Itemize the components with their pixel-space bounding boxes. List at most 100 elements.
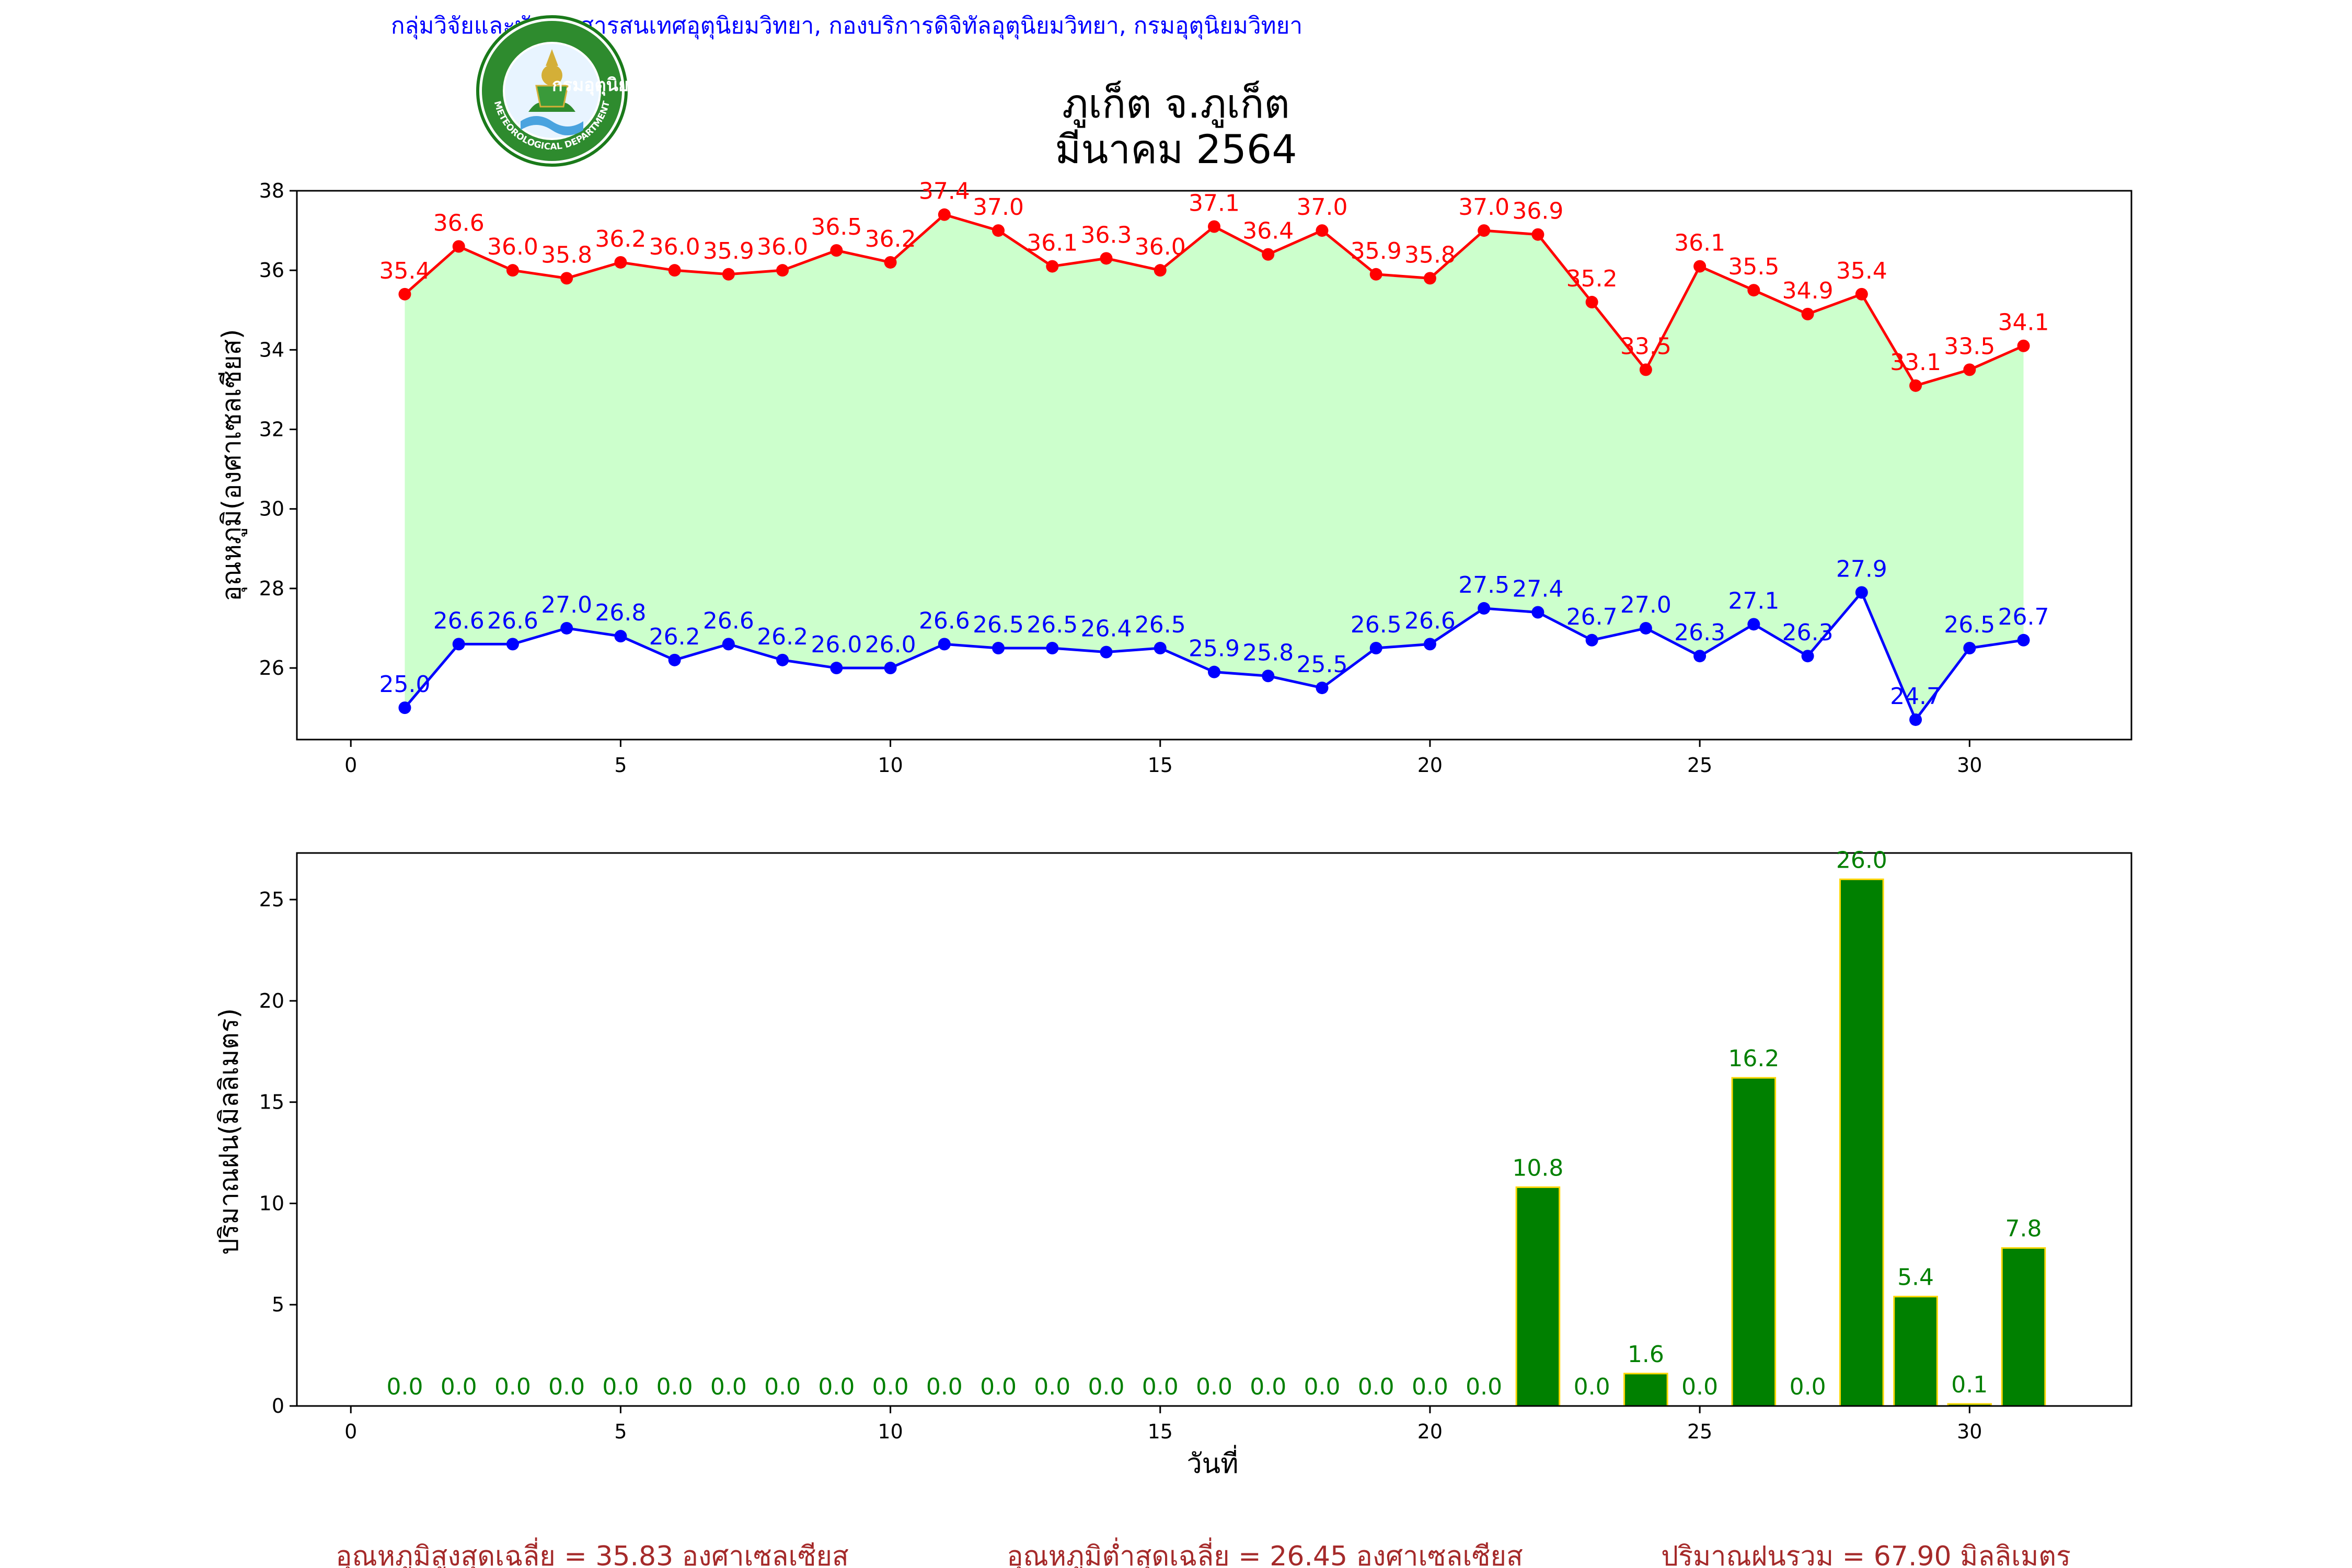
met-department-logo: กรมอุตุนิยมวิทยา METEOROLOGICAL DEPARTME… <box>476 15 683 167</box>
temp-x-tick-label: 15 <box>1148 754 1173 777</box>
rain-value-label: 0.0 <box>1196 1374 1232 1400</box>
tmax-point <box>1801 307 1814 320</box>
tmax-value-label: 36.0 <box>757 234 808 260</box>
tmin-point <box>2017 633 2030 647</box>
tmax-value-label: 36.5 <box>811 214 862 240</box>
temp-y-tick-label: 36 <box>259 259 284 282</box>
rain-value-label: 26.0 <box>1836 847 1887 873</box>
tmax-point <box>1100 252 1113 265</box>
rain-value-label: 0.0 <box>386 1374 423 1400</box>
tmin-value-label: 26.7 <box>1998 604 2049 630</box>
rain-value-label: 16.2 <box>1728 1045 1779 1072</box>
rain-bar <box>1623 1373 1668 1407</box>
tmin-point <box>614 630 627 643</box>
tmin-value-label: 27.5 <box>1458 572 1509 598</box>
rain-y-tick-label: 25 <box>259 888 284 911</box>
temp-x-tick-label: 25 <box>1687 754 1712 777</box>
tmax-value-label: 35.5 <box>1728 253 1779 280</box>
tmax-point <box>1909 379 1922 392</box>
tmax-value-label: 36.1 <box>1674 230 1725 257</box>
tmax-point <box>1208 220 1220 233</box>
temperature-range-fill <box>405 214 2024 720</box>
tmin-point <box>1208 665 1220 678</box>
tmin-point <box>1423 638 1436 651</box>
tmax-value-label: 36.0 <box>1135 234 1186 260</box>
tmax-value-label: 34.1 <box>1998 309 2049 336</box>
tmax-point <box>776 264 789 277</box>
tmin-value-label: 27.4 <box>1512 576 1563 603</box>
tmax-value-label: 36.0 <box>649 234 700 260</box>
rain-value-label: 0.0 <box>1681 1374 1718 1400</box>
temp-x-tick-label: 30 <box>1957 754 1982 777</box>
rainfall-chart: 0 5 10 15 20 25 30 0 5 10 15 20 25 0.0 0.0 0.0 0.0 0.0 0.… <box>214 847 2132 1480</box>
rain-value-label: 0.0 <box>602 1374 639 1400</box>
rain-y-tick-label: 5 <box>272 1293 284 1316</box>
rain-bar <box>1893 1296 1938 1407</box>
tmax-point <box>884 256 897 269</box>
temp-x-tick-label: 20 <box>1417 754 1443 777</box>
tmin-value-label: 26.5 <box>973 612 1024 638</box>
rain-x-tick-label: 15 <box>1148 1420 1173 1443</box>
tmax-point <box>1423 272 1436 285</box>
tmin-point <box>1801 650 1814 663</box>
rain-bar <box>2001 1247 2046 1407</box>
tmax-value-label: 36.9 <box>1512 198 1563 225</box>
tmin-value-label: 27.9 <box>1836 556 1887 582</box>
rainfall-plot-frame <box>296 852 2132 1407</box>
station-title: ภูเก็ต จ.ภูเก็ต <box>1062 80 1290 128</box>
tmin-value-label: 27.1 <box>1728 587 1779 614</box>
tmax-point <box>1046 260 1059 273</box>
period-title: มีนาคม 2564 <box>1055 126 1297 172</box>
tmax-point <box>1478 224 1491 237</box>
rain-value-label: 10.8 <box>1512 1155 1563 1181</box>
temp-y-tick-label: 34 <box>259 338 284 361</box>
temp-x-tick-label: 10 <box>878 754 903 777</box>
tmin-value-label: 26.6 <box>919 607 970 634</box>
tmin-value-label: 26.3 <box>1674 619 1725 646</box>
rain-value-label: 0.0 <box>1142 1374 1179 1400</box>
temp-x-tick-label: 5 <box>614 754 627 777</box>
temp-x-tick-label: 0 <box>344 754 357 777</box>
tmin-point <box>398 701 411 714</box>
tmin-value-label: 25.9 <box>1189 636 1240 662</box>
tmin-value-label: 26.5 <box>1351 612 1402 638</box>
tmin-point <box>1639 621 1652 635</box>
tmax-point <box>560 272 573 285</box>
tmax-point <box>452 240 465 253</box>
tmin-point <box>668 653 681 666</box>
tmin-point <box>1316 682 1329 695</box>
rain-value-label: 0.0 <box>1574 1374 1610 1400</box>
rain-value-label: 0.0 <box>818 1374 855 1400</box>
tmax-point <box>1747 284 1760 297</box>
tmax-value-label: 33.5 <box>1944 333 1995 360</box>
rain-value-label: 0.0 <box>1358 1374 1394 1400</box>
rain-x-tick-label: 5 <box>614 1420 627 1443</box>
tmin-point <box>1531 606 1544 619</box>
tmin-point <box>1747 618 1760 631</box>
tmin-point <box>1154 642 1167 654</box>
tmax-point <box>398 287 411 301</box>
tmax-value-label: 37.0 <box>1296 194 1347 221</box>
rain-value-label: 0.0 <box>980 1374 1017 1400</box>
tmax-point <box>722 268 735 281</box>
tmin-point <box>938 638 951 651</box>
tmin-point <box>1585 633 1598 647</box>
temperature-plot-frame <box>296 190 2132 741</box>
temp-y-tick-label: 28 <box>259 577 284 600</box>
rain-y-tick-label: 0 <box>272 1394 284 1417</box>
rain-value-label: 0.0 <box>764 1374 801 1400</box>
rain-value-label: 0.0 <box>494 1374 531 1400</box>
rain-y-tick-label: 15 <box>259 1091 284 1114</box>
tmin-value-label: 27.0 <box>1620 592 1671 618</box>
tmin-value-label: 26.6 <box>1404 607 1456 634</box>
tmin-value-label: 26.6 <box>433 607 485 634</box>
tmin-value-label: 26.0 <box>865 631 916 658</box>
rainfall-y-axis-label: ปริมาณฝน(มิลลิเมตร) <box>214 1008 244 1255</box>
rain-y-tick-label: 20 <box>259 989 284 1012</box>
temp-y-tick-label: 26 <box>259 656 284 679</box>
tmin-value-label: 26.2 <box>757 624 808 650</box>
tmin-point <box>1369 642 1382 654</box>
rain-y-tick-label: 10 <box>259 1192 284 1215</box>
